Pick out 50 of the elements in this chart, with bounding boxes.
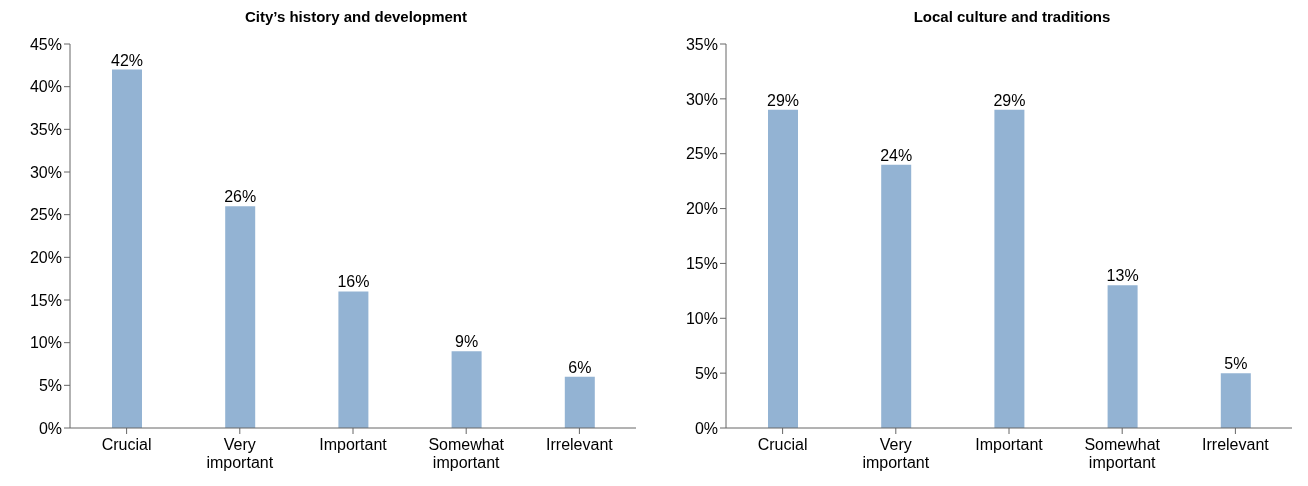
bar (451, 351, 482, 428)
y-tick-label: 15% (29, 291, 62, 309)
y-tick-label: 35% (29, 121, 62, 139)
bar (768, 109, 798, 428)
x-tick-label: Somewhat important (428, 436, 505, 471)
data-label: 13% (1106, 267, 1139, 285)
bar (225, 206, 256, 428)
bar (994, 109, 1025, 428)
data-label: 29% (766, 91, 800, 109)
y-tick-label: 40% (29, 78, 62, 96)
data-label: 29% (993, 91, 1026, 109)
y-tick-label: 0% (694, 419, 718, 437)
bar (1107, 285, 1138, 428)
y-tick-label: 10% (29, 334, 62, 352)
x-tick-label: Very important (862, 436, 930, 471)
x-tick-label: Very important (206, 436, 274, 471)
bar (564, 376, 595, 428)
bar (881, 164, 912, 428)
x-tick-label: Crucial (101, 436, 152, 453)
y-tick-label: 25% (685, 145, 718, 163)
data-label: 5% (1224, 355, 1248, 373)
x-tick-label: Somewhat important (1084, 436, 1161, 471)
y-tick-label: 5% (694, 364, 718, 382)
y-tick-label: 35% (685, 35, 718, 53)
x-tick-label: Irrelevant (1202, 436, 1270, 453)
data-label: 26% (224, 188, 257, 206)
y-tick-label: 15% (685, 255, 718, 273)
y-tick-label: 25% (29, 206, 62, 224)
data-label: 6% (568, 358, 592, 376)
y-tick-label: 20% (685, 200, 718, 218)
y-tick-label: 5% (38, 377, 62, 395)
y-tick-label: 30% (29, 163, 62, 181)
data-label: 24% (880, 146, 913, 164)
bar (338, 291, 369, 428)
data-label: 9% (455, 333, 479, 351)
y-tick-label: 45% (29, 35, 62, 53)
y-tick-label: 10% (685, 309, 718, 327)
bar (1220, 373, 1251, 428)
y-tick-label: 30% (685, 90, 718, 108)
y-tick-label: 0% (38, 419, 62, 437)
x-tick-label: Important (975, 436, 1044, 453)
chart-title: Local culture and traditions (912, 8, 1112, 27)
y-tick-label: 20% (29, 249, 62, 267)
x-tick-label: Irrelevant (546, 436, 614, 453)
data-label: 42% (110, 51, 144, 69)
chart-title: City’s history and development (244, 8, 468, 27)
bar (112, 69, 142, 428)
data-label: 16% (337, 273, 370, 291)
x-tick-label: Important (319, 436, 388, 453)
x-tick-label: Crucial (757, 436, 808, 453)
